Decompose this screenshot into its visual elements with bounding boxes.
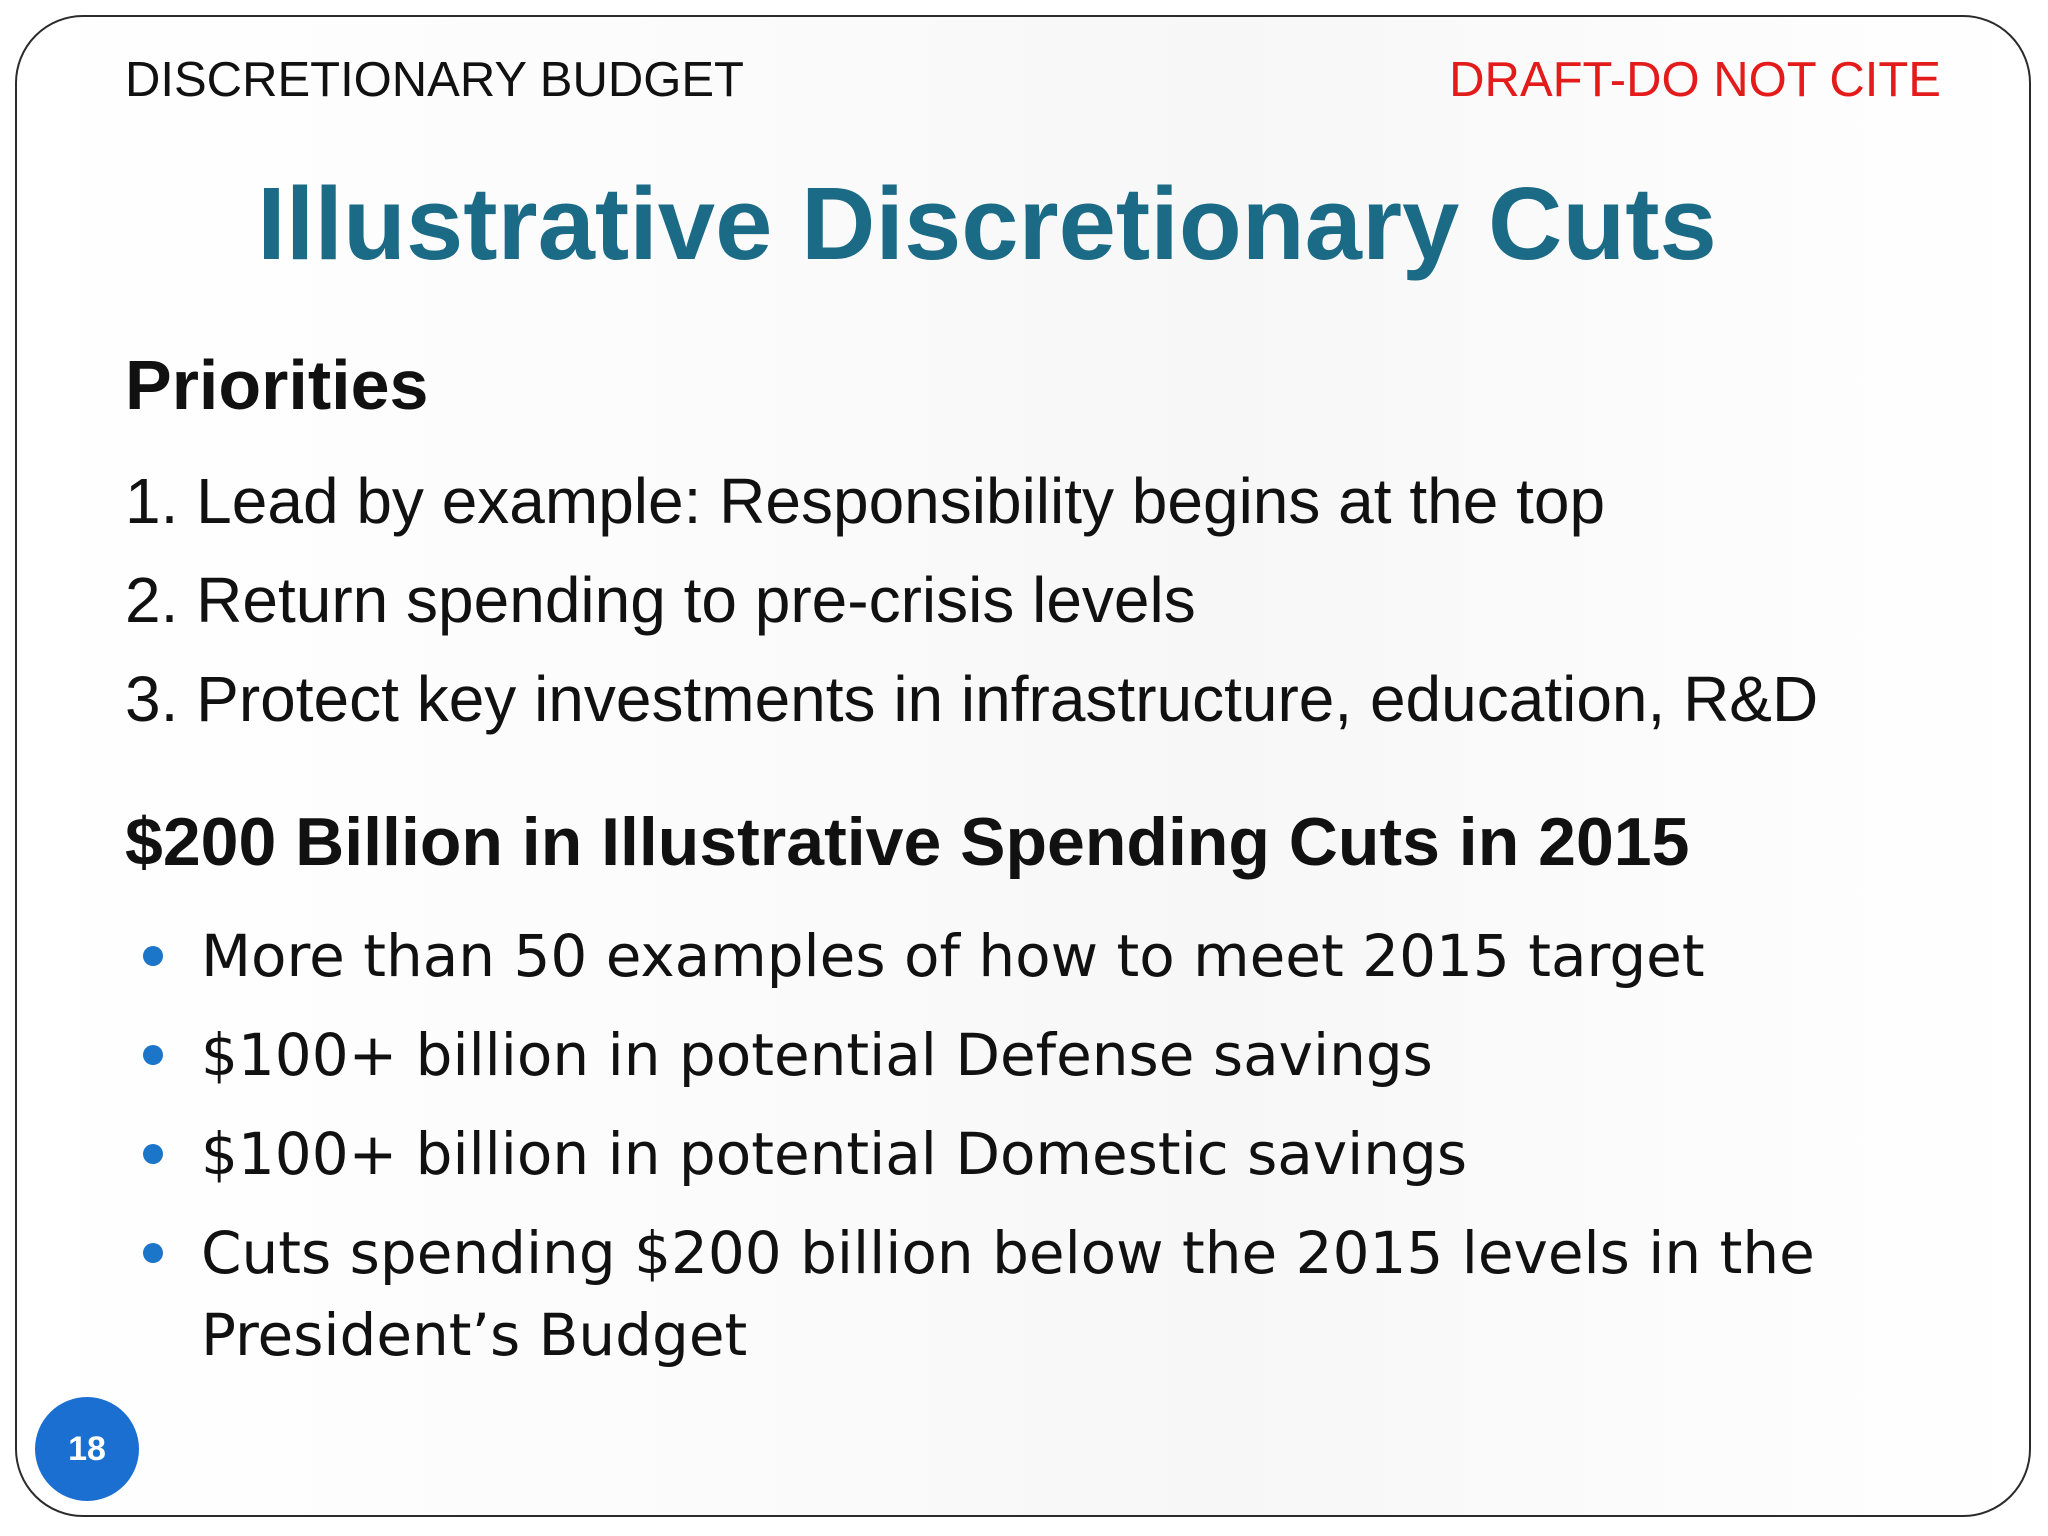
page-number-badge: 18 (35, 1397, 139, 1501)
bullet-dot-icon (143, 1243, 163, 1263)
priority-item: 2. Return spending to pre-crisis levels (125, 564, 1196, 636)
bullet-text: More than 50 examples of how to meet 201… (201, 922, 1705, 990)
slide: DISCRETIONARY BUDGET DRAFT-DO NOT CITE I… (15, 15, 2031, 1517)
priority-item: 3. Protect key investments in infrastruc… (125, 663, 1819, 735)
bullet-dot-icon (143, 946, 163, 966)
priorities-heading: Priorities (125, 346, 429, 424)
draft-notice: DRAFT-DO NOT CITE (1449, 53, 1941, 107)
bullet-item: More than 50 examples of how to meet 201… (125, 915, 1945, 997)
section-label: DISCRETIONARY BUDGET (125, 53, 744, 107)
bullet-item: Cuts spending $200 billion below the 201… (125, 1212, 1945, 1376)
bullet-item: $100+ billion in potential Domestic savi… (125, 1113, 1945, 1195)
cuts-heading: $200 Billion in Illustrative Spending Cu… (125, 804, 1690, 880)
bullet-text: $100+ billion in potential Domestic savi… (201, 1120, 1468, 1188)
bullet-text: $100+ billion in potential Defense savin… (201, 1021, 1433, 1089)
slide-title: Illustrative Discretionary Cuts (257, 166, 1717, 281)
priority-item: 1. Lead by example: Responsibility begin… (125, 465, 1606, 537)
bullet-dot-icon (143, 1045, 163, 1065)
bullet-item: $100+ billion in potential Defense savin… (125, 1014, 1945, 1096)
bullet-dot-icon (143, 1144, 163, 1164)
bullet-text: Cuts spending $200 billion below the 201… (201, 1219, 1815, 1369)
